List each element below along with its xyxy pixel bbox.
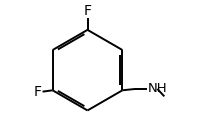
Text: F: F bbox=[34, 85, 42, 99]
Text: F: F bbox=[83, 4, 92, 18]
Text: NH: NH bbox=[148, 82, 167, 95]
